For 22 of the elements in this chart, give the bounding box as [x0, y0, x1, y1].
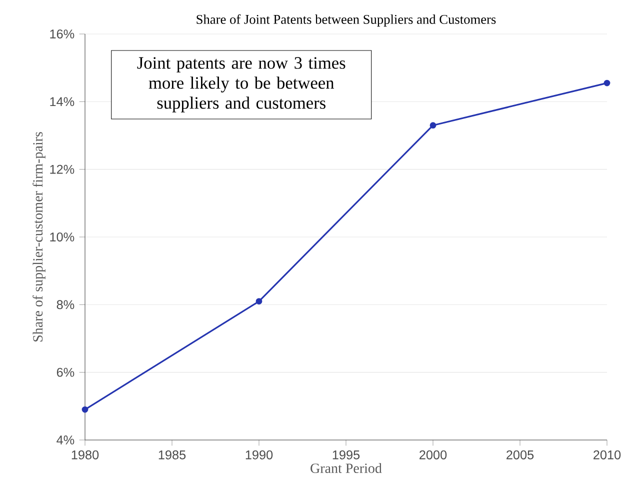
point: [256, 298, 262, 304]
annotation: Joint patents are now 3 times more likely to be between suppliers and customers: [137, 57, 346, 112]
x-tick-label: 2000: [420, 450, 447, 460]
chart-title: Share of Joint Patents between Suppliers and Customers: [196, 14, 496, 27]
point: [82, 406, 88, 413]
y-tick-label: 6%: [56, 368, 74, 377]
x-tick-label: 1985: [158, 450, 186, 460]
x-tick-label: 1990: [246, 450, 273, 460]
x-tick-label: 2010: [594, 450, 621, 460]
point: [604, 80, 610, 86]
y-tick-label: 14%: [50, 97, 74, 106]
y-axis-title: Share of supplier-customer firm-pairs: [32, 132, 46, 342]
y-tick-label: 16%: [50, 30, 74, 38]
point: [430, 122, 436, 129]
y-tick-label: 4%: [56, 436, 74, 444]
y-tick-label: 10%: [50, 232, 74, 242]
y-tick-label: 12%: [50, 164, 74, 174]
x-axis-title: Grant Period: [310, 463, 382, 474]
x-tick-label: 1980: [72, 450, 99, 460]
x-tick-label: 2005: [506, 450, 534, 460]
y-tick-label: 8%: [56, 300, 74, 310]
x-tick-label: 1995: [332, 450, 360, 460]
